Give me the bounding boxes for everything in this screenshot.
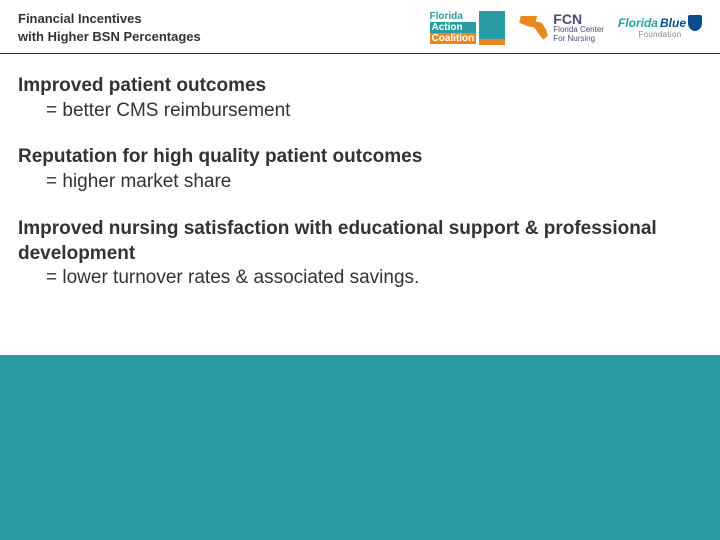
fcn-abbrev: FCN	[553, 12, 604, 26]
shield-icon	[688, 15, 702, 31]
point-1: Improved patient outcomes = better CMS r…	[18, 74, 702, 123]
fb-row: Florida Blue	[618, 15, 702, 31]
florida-action-coalition-logo: Florida Action Coalition	[430, 11, 506, 45]
title-line-2: with Higher BSN Percentages	[18, 28, 201, 46]
slide-header: Financial Incentives with Higher BSN Per…	[0, 0, 720, 54]
florida-map-icon	[519, 16, 549, 40]
point-result: = lower turnover rates & associated savi…	[18, 266, 702, 291]
slide-content: Improved patient outcomes = better CMS r…	[0, 54, 720, 291]
fb-foundation: Foundation	[638, 31, 681, 40]
point-heading: Improved nursing satisfaction with educa…	[18, 217, 702, 266]
logo-row: Florida Action Coalition FCN Florida Cen…	[430, 11, 703, 45]
florida-blue-logo: Florida Blue Foundation	[618, 15, 702, 40]
point-2: Reputation for high quality patient outc…	[18, 145, 702, 194]
fcn-text: FCN Florida Center For Nursing	[553, 12, 604, 44]
title-line-1: Financial Incentives	[18, 10, 201, 28]
point-heading: Improved patient outcomes	[18, 74, 702, 99]
fb-florida: Florida	[618, 17, 658, 30]
fac-square-icon	[479, 11, 505, 45]
fac-text: Florida Action Coalition	[430, 11, 477, 44]
fac-action: Action	[430, 22, 477, 33]
teal-background-band	[0, 355, 720, 540]
florida-center-nursing-logo: FCN Florida Center For Nursing	[519, 12, 604, 44]
point-result: = higher market share	[18, 170, 702, 195]
fac-florida: Florida	[430, 11, 477, 22]
point-result: = better CMS reimbursement	[18, 99, 702, 124]
point-3: Improved nursing satisfaction with educa…	[18, 217, 702, 291]
point-heading: Reputation for high quality patient outc…	[18, 145, 702, 170]
fb-blue: Blue	[660, 17, 686, 30]
fac-coalition: Coalition	[430, 33, 477, 44]
fcn-line2: For Nursing	[553, 35, 604, 44]
title-block: Financial Incentives with Higher BSN Per…	[18, 10, 201, 45]
